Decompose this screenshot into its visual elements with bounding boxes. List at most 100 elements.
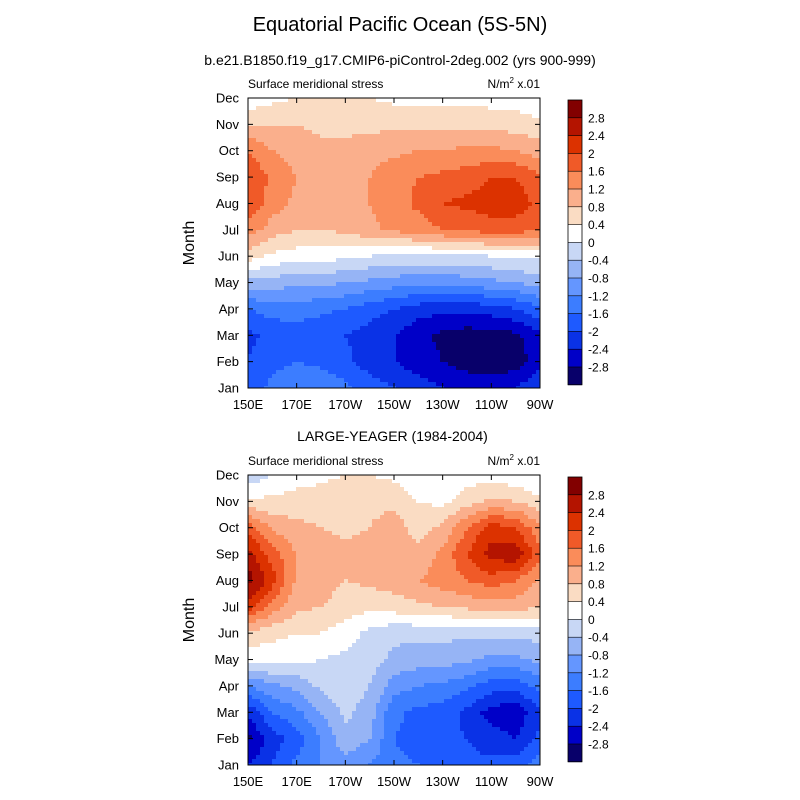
heatmap-cell [516,310,521,315]
heatmap-cell [292,202,297,207]
heatmap-cell [436,294,441,299]
heatmap-cell [288,138,293,143]
heatmap-cell [476,238,481,243]
heatmap-cell [288,370,293,375]
heatmap-cell [396,342,401,347]
heatmap-cell [444,162,449,167]
heatmap-cell [292,354,297,359]
heatmap-cell [272,138,277,143]
heatmap-cell [532,242,537,247]
heatmap-cell [256,182,261,187]
heatmap-cell [308,258,313,263]
heatmap-cell [288,338,293,343]
heatmap-cell [264,258,269,263]
heatmap-cell [428,130,433,135]
heatmap-cell [404,346,409,351]
heatmap-cell [424,190,429,195]
heatmap-cell [500,158,505,163]
heatmap-cell [348,234,353,239]
heatmap-cell [492,218,497,223]
heatmap-cell [372,130,377,135]
heatmap-cell [360,286,365,291]
heatmap-cell [372,198,377,203]
heatmap-cell [344,298,349,303]
heatmap-cell [260,278,265,283]
heatmap-cell [300,338,305,343]
heatmap-cell [252,134,257,139]
heatmap-cell [528,294,533,299]
heatmap-cell [456,314,461,319]
heatmap-cell [332,326,337,331]
heatmap-cell [280,98,285,103]
heatmap-cell [460,366,465,371]
heatmap-cell [512,318,517,323]
heatmap-cell [276,346,281,351]
heatmap-cell [292,150,297,155]
heatmap-cell [336,234,341,239]
heatmap-cell [468,162,473,167]
heatmap-cell [320,310,325,315]
heatmap-cell [396,274,401,279]
heatmap-cell [320,334,325,339]
heatmap-cell [368,230,373,235]
heatmap-cell [376,214,381,219]
heatmap-cell [448,262,453,267]
heatmap-cell [476,102,481,107]
heatmap-cell [368,170,373,175]
heatmap-cell [252,102,257,107]
heatmap-cell [296,314,301,319]
heatmap-cell [472,98,477,103]
heatmap-cell [500,350,505,355]
heatmap-cell [412,286,417,291]
heatmap-cell [324,278,329,283]
heatmap-cell [312,334,317,339]
heatmap-cell [360,270,365,275]
heatmap-cell [364,370,369,375]
heatmap-cell [392,362,397,367]
heatmap-cell [504,106,509,111]
heatmap-cell [380,254,385,259]
heatmap-cell [388,226,393,231]
heatmap-cell [348,198,353,203]
heatmap-cell [472,234,477,239]
heatmap-cell [384,354,389,359]
heatmap-cell [408,350,413,355]
heatmap-cell [464,350,469,355]
heatmap-cell [292,190,297,195]
heatmap-cell [248,302,253,307]
heatmap-cell [316,330,321,335]
heatmap-cell [400,246,405,251]
heatmap-cell [432,118,437,123]
heatmap-cell [332,358,337,363]
heatmap-cell [340,110,345,115]
heatmap-cell [444,142,449,147]
heatmap-cell [348,250,353,255]
heatmap-cell [296,306,301,311]
heatmap-cell [448,330,453,335]
heatmap-cell [376,242,381,247]
heatmap-cell [512,262,517,267]
heatmap-cell [528,138,533,143]
heatmap-cell [532,174,537,179]
heatmap-cell [308,178,313,183]
heatmap-cell [384,98,389,103]
heatmap-cell [400,138,405,143]
heatmap-cell [468,246,473,251]
heatmap-cell [348,182,353,187]
heatmap-cell [284,310,289,315]
heatmap-cell [460,306,465,311]
heatmap-cell [344,106,349,111]
heatmap-cell [256,162,261,167]
heatmap-cell [360,294,365,299]
heatmap-cell [536,142,541,147]
heatmap-cell [248,126,253,131]
heatmap-cell [468,326,473,331]
heatmap-cell [420,242,425,247]
heatmap-cell [368,234,373,239]
heatmap-cell [516,282,521,287]
heatmap-cell [324,330,329,335]
heatmap-cell [356,154,361,159]
heatmap-cell [420,262,425,267]
heatmap-cell [344,158,349,163]
heatmap-cell [352,158,357,163]
